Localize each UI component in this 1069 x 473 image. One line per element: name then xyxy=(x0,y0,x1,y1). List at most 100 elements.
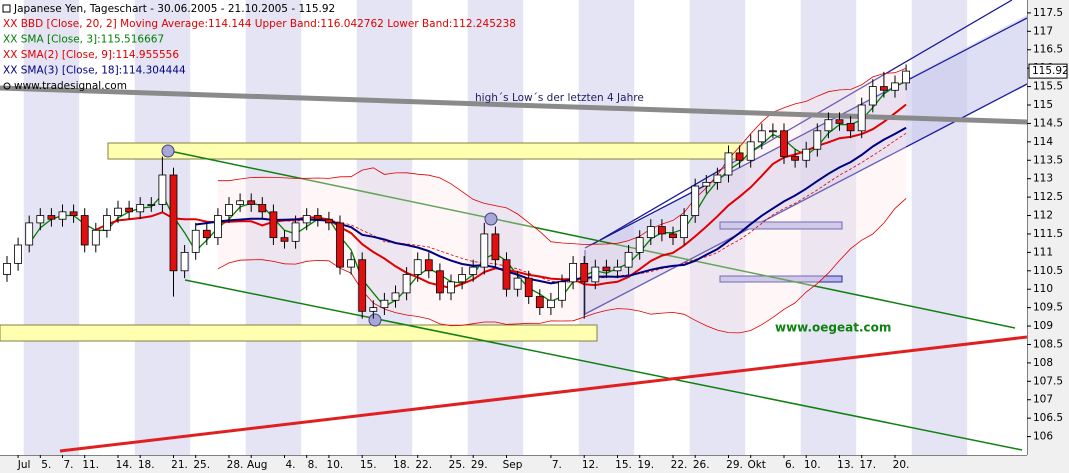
candle-body xyxy=(58,211,67,220)
candle-body xyxy=(569,263,577,283)
candle-body xyxy=(558,281,566,301)
y-tick-label: 111.5 xyxy=(1033,228,1063,240)
trend-line xyxy=(164,149,1016,329)
x-tick-label: 14. xyxy=(116,459,133,471)
candle-body xyxy=(646,226,655,239)
x-axis-area xyxy=(0,455,1069,473)
x-tick-label: 10. xyxy=(804,459,821,471)
candle-body xyxy=(114,207,122,216)
sma-line xyxy=(195,126,907,285)
x-tick-label: 18. xyxy=(393,459,410,471)
x-tick-label: 13. xyxy=(837,459,854,471)
x-tick-label: 15. xyxy=(360,459,377,471)
candle-body xyxy=(347,259,356,268)
candle-body xyxy=(324,218,333,224)
candle-body xyxy=(80,215,89,246)
x-tick-label: Aug xyxy=(247,459,268,471)
candle-body xyxy=(513,277,522,290)
touch-point xyxy=(368,313,382,327)
candle-body xyxy=(746,141,755,161)
candle-body xyxy=(3,263,11,275)
x-tick-label: 29. xyxy=(726,459,743,471)
candle-body xyxy=(213,215,222,239)
y-tick-label: 111 xyxy=(1033,246,1053,258)
y-tick-label: 107 xyxy=(1033,394,1053,406)
bollinger-upper xyxy=(217,67,907,245)
candle-body xyxy=(502,259,511,290)
channel-line xyxy=(584,83,1028,315)
candle-body xyxy=(713,174,722,183)
candle-body xyxy=(902,70,910,84)
candle-body xyxy=(846,123,855,132)
candle-body xyxy=(624,251,633,268)
x-tick-label: 28. xyxy=(227,459,244,471)
candle-body xyxy=(824,119,833,132)
source-icon xyxy=(3,82,11,90)
y-tick-label: 110 xyxy=(1033,283,1053,295)
legend-entry: XX BBD [Close, 20, 2] Moving Average:114… xyxy=(3,18,516,30)
candle-body xyxy=(769,130,777,133)
candle-body xyxy=(180,251,189,272)
x-tick-label: Okt xyxy=(747,459,765,471)
candle-body xyxy=(69,211,78,216)
y-tick-label: 107.5 xyxy=(1033,375,1063,387)
x-tick-label: 22. xyxy=(415,459,432,471)
candle-body xyxy=(402,274,411,294)
annotation: www.oegeat.com xyxy=(775,321,891,335)
candle-body xyxy=(835,119,844,124)
x-tick-label: 20. xyxy=(893,459,910,471)
y-tick-label: 112.5 xyxy=(1033,191,1063,203)
candle-body xyxy=(358,259,367,312)
candle-body xyxy=(103,215,111,231)
x-tick-label: 8. xyxy=(308,459,318,471)
x-tick-label: 22. xyxy=(671,459,688,471)
candle-body xyxy=(802,148,811,161)
touch-point xyxy=(161,144,175,158)
candle-body xyxy=(158,174,167,205)
candle-body xyxy=(735,152,744,161)
candle-body xyxy=(669,233,677,239)
last-price: 115.92 xyxy=(1032,65,1069,77)
trend-line xyxy=(59,335,1028,453)
x-tick-label: 4. xyxy=(285,459,295,471)
candle-body xyxy=(447,281,455,294)
x-tick-label: 11. xyxy=(82,459,99,471)
candle-body xyxy=(47,215,56,220)
candle-body xyxy=(147,204,156,206)
x-tick-label: 18. xyxy=(138,459,155,471)
candle-body xyxy=(702,181,711,187)
x-tick-label: 12. xyxy=(582,459,599,471)
candle-body xyxy=(458,274,467,283)
candle-body xyxy=(535,296,544,309)
x-tick-label: 7. xyxy=(552,459,562,471)
candle-body xyxy=(480,233,489,268)
y-tick-label: 114 xyxy=(1033,136,1053,148)
candle-body xyxy=(125,207,133,213)
candle-body xyxy=(14,244,23,264)
candle-body xyxy=(857,104,866,132)
y-tick-label: 113.5 xyxy=(1033,154,1063,166)
candle-body xyxy=(336,222,344,268)
legend-entry: XX SMA(3) [Close, 18]:114.304444 xyxy=(3,65,186,77)
candle-body xyxy=(880,86,888,91)
trend-line xyxy=(184,279,1023,451)
y-tick-label: 108.5 xyxy=(1033,338,1063,350)
candle-body xyxy=(380,299,389,309)
candle-body xyxy=(591,266,600,283)
candle-body xyxy=(36,215,45,224)
candle-body xyxy=(524,277,533,297)
x-tick-label: 29. xyxy=(471,459,488,471)
candle-body xyxy=(580,263,589,283)
x-tick-label: 15. xyxy=(615,459,632,471)
legend-entry: XX SMA [Close, 3]:115.516667 xyxy=(3,34,164,46)
y-tick-label: 113 xyxy=(1033,173,1053,185)
channel-line xyxy=(599,0,1013,241)
candle-body xyxy=(691,185,700,216)
candle-body xyxy=(91,229,100,246)
x-tick-label: 25. xyxy=(449,459,466,471)
channel-line xyxy=(584,17,1028,249)
x-tick-label: 26. xyxy=(693,459,710,471)
candle-body xyxy=(136,204,145,213)
y-tick-label: 108 xyxy=(1033,357,1053,369)
candle-body xyxy=(658,226,666,235)
